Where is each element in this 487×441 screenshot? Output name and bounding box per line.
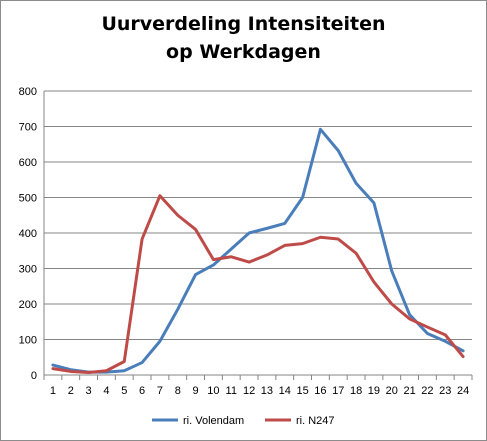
x-tick-label: 14 [279,385,291,397]
x-tick-label: 9 [193,385,199,397]
y-tick-label: 600 [19,157,37,169]
series-line-1 [51,127,465,374]
x-tick-label: 12 [243,385,255,397]
chart-title: Uurverdeling Intensiteiten op Werkdagen [0,10,487,66]
x-tick-label: 21 [403,385,415,397]
y-tick-label: 700 [19,122,37,134]
x-tick-label: 19 [368,385,380,397]
x-tick-label: 20 [386,385,398,397]
x-tick-label: 18 [350,385,362,397]
y-tick-label: 300 [19,264,37,276]
x-tick-label: 13 [261,385,273,397]
x-tick-label: 7 [157,385,163,397]
y-tick-label: 100 [19,335,37,347]
y-tick-label: 400 [19,228,37,240]
x-tick-label: 3 [86,385,92,397]
chart-title-line-2: op Werkdagen [166,41,321,63]
x-tick-label: 11 [226,385,237,397]
x-tick-label: 23 [439,385,451,397]
x-tick-label: 1 [50,385,56,397]
y-tick-label: 800 [19,86,37,98]
y-tick-label: 200 [19,299,37,311]
legend-label-1: ri. Volendam [183,415,244,427]
legend-label-2: ri. N247 [296,415,335,427]
x-tick-label: 8 [175,385,181,397]
x-tick-label: 17 [332,385,344,397]
x-tick-label: 24 [457,385,469,397]
y-tick-label: 0 [31,370,37,382]
x-tick-label: 22 [421,385,433,397]
x-tick-label: 2 [68,385,74,397]
chart-title-line-1: Uurverdeling Intensiteiten [101,13,386,35]
x-tick-label: 16 [314,385,326,397]
x-tick-label: 10 [207,385,219,397]
y-tick-label: 500 [19,193,37,205]
x-tick-label: 15 [296,385,308,397]
x-tick-label: 5 [121,385,127,397]
x-tick-label: 4 [103,385,109,397]
series-line-2 [51,194,465,375]
x-tick-label: 6 [139,385,145,397]
